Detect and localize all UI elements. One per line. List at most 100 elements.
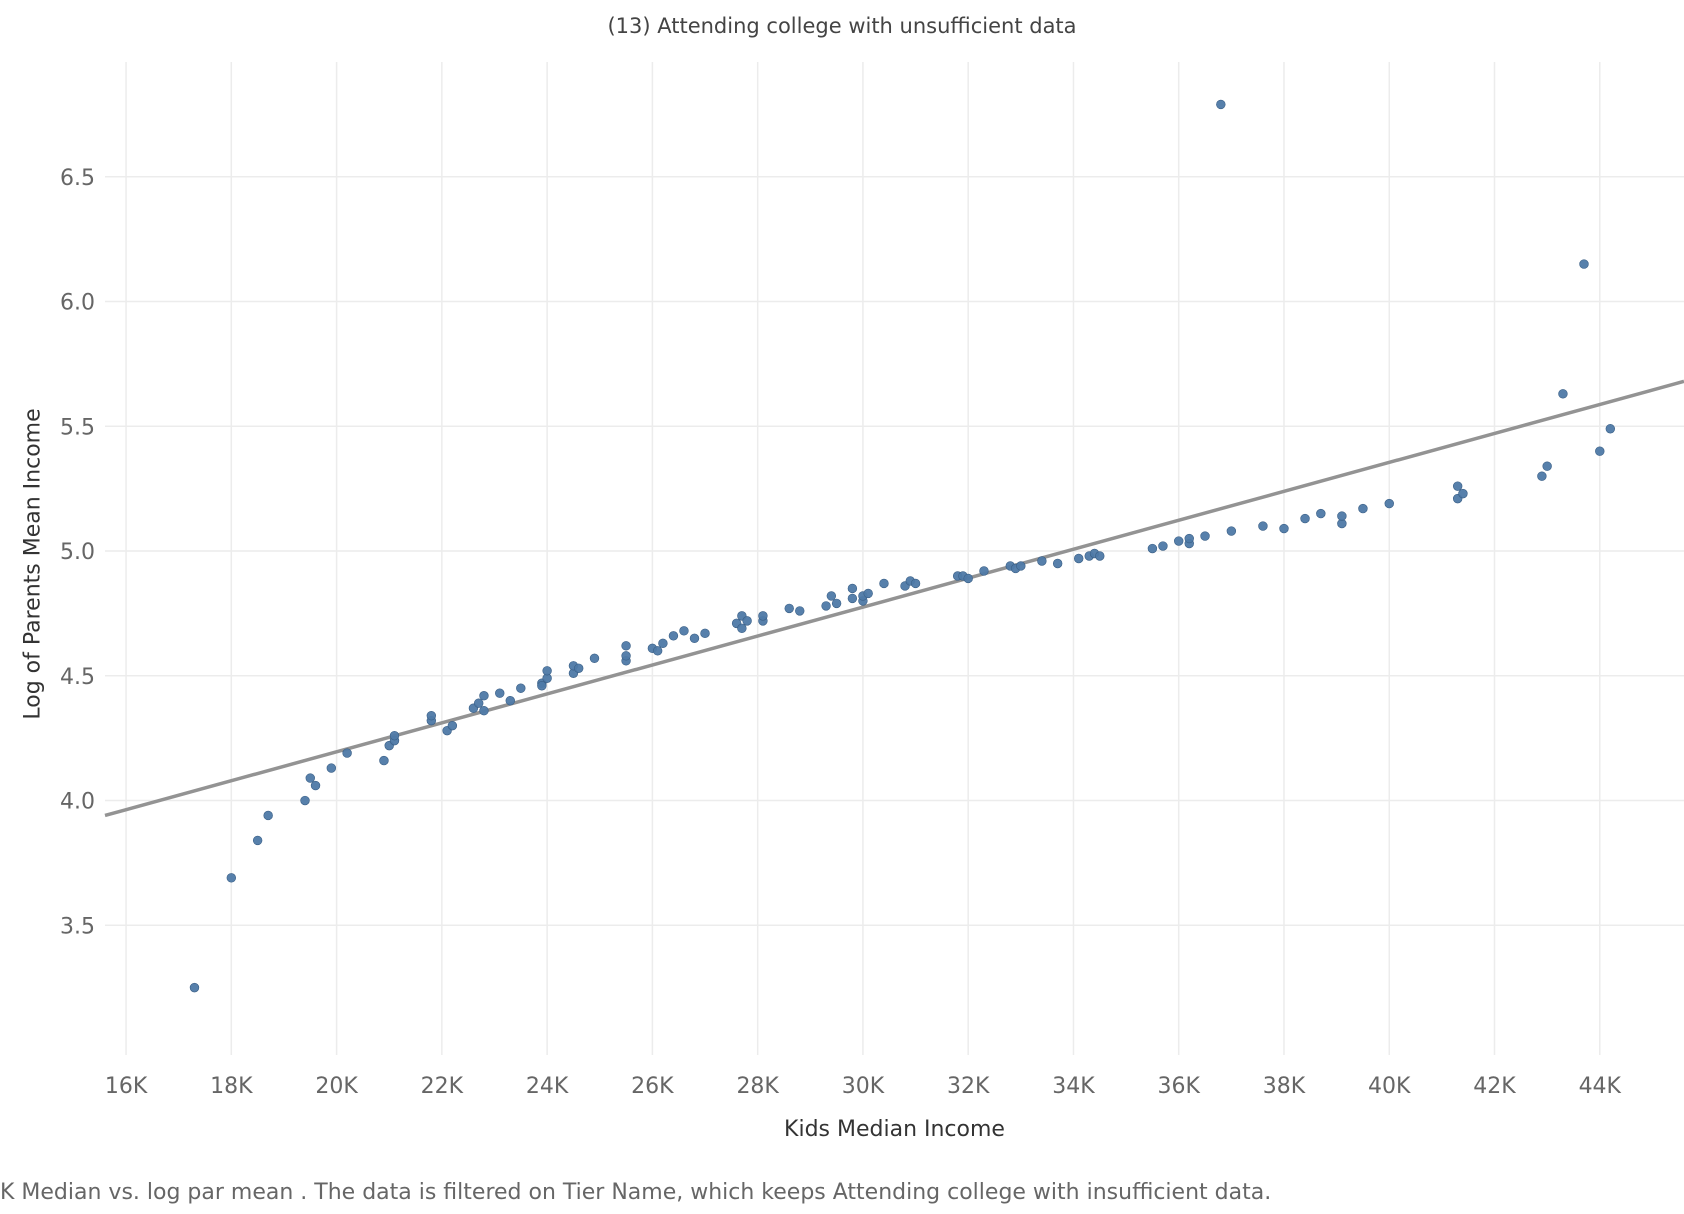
data-point bbox=[963, 573, 973, 584]
x-tick-label: 20K bbox=[315, 1074, 358, 1099]
data-point bbox=[1542, 461, 1552, 471]
data-point bbox=[847, 583, 858, 594]
data-point bbox=[1537, 471, 1547, 481]
data-point bbox=[479, 705, 489, 716]
data-point bbox=[831, 598, 842, 609]
data-point bbox=[305, 773, 315, 783]
x-tick-label: 32K bbox=[947, 1074, 990, 1099]
data-point bbox=[1458, 488, 1468, 499]
y-tick-label: 4.0 bbox=[60, 790, 95, 815]
data-point bbox=[679, 626, 689, 636]
data-point bbox=[1184, 533, 1194, 544]
data-point bbox=[879, 578, 889, 589]
data-point bbox=[589, 653, 600, 663]
data-point bbox=[826, 591, 837, 601]
x-tick-label: 24K bbox=[526, 1074, 569, 1099]
data-point bbox=[821, 601, 831, 611]
data-point bbox=[1316, 508, 1326, 519]
data-point bbox=[263, 810, 273, 821]
data-point bbox=[621, 641, 631, 651]
data-point bbox=[784, 603, 794, 614]
data-point bbox=[689, 633, 700, 644]
data-point bbox=[379, 755, 389, 766]
x-tick-label: 36K bbox=[1158, 1074, 1201, 1099]
data-point bbox=[1558, 389, 1568, 399]
data-point bbox=[652, 646, 663, 656]
data-point bbox=[795, 606, 805, 616]
y-tick-label: 6.5 bbox=[60, 166, 95, 191]
data-point bbox=[863, 588, 873, 599]
data-point bbox=[226, 873, 237, 883]
data-point bbox=[621, 651, 631, 661]
data-point bbox=[1226, 526, 1237, 536]
data-point bbox=[742, 616, 752, 626]
x-tick-label: 42K bbox=[1473, 1074, 1516, 1099]
data-point bbox=[1074, 553, 1084, 564]
chart-title: (13) Attending college with unsufficient… bbox=[607, 14, 1077, 38]
data-point bbox=[668, 631, 679, 641]
data-point bbox=[326, 763, 337, 773]
x-tick-label: 34K bbox=[1052, 1074, 1095, 1099]
data-point bbox=[389, 730, 400, 741]
data-point bbox=[447, 720, 458, 731]
x-tick-label: 30K bbox=[842, 1074, 885, 1099]
data-point bbox=[573, 663, 584, 673]
x-axis-label: Kids Median Income bbox=[784, 1117, 1005, 1142]
data-point bbox=[1300, 513, 1310, 524]
data-point bbox=[479, 691, 489, 701]
x-tick-label: 40K bbox=[1368, 1074, 1411, 1099]
trend-line bbox=[104, 379, 1684, 818]
data-point bbox=[1595, 446, 1605, 456]
data-point bbox=[1158, 541, 1168, 551]
x-tick-label: 38K bbox=[1263, 1074, 1306, 1099]
data-point bbox=[495, 688, 505, 698]
y-tick-label: 6.0 bbox=[60, 291, 95, 316]
data-point bbox=[1216, 99, 1226, 110]
data-point bbox=[1279, 523, 1289, 534]
chart-caption: K Median vs. log par mean . The data is … bbox=[0, 1180, 1272, 1205]
data-point bbox=[737, 623, 747, 634]
data-point bbox=[910, 578, 921, 589]
data-point bbox=[252, 835, 263, 846]
data-point bbox=[1037, 556, 1047, 566]
x-tick-label: 18K bbox=[210, 1074, 253, 1099]
data-point bbox=[847, 593, 858, 604]
data-point bbox=[1147, 543, 1158, 554]
data-point bbox=[758, 611, 768, 621]
data-point bbox=[516, 683, 526, 693]
data-point bbox=[1452, 481, 1463, 491]
y-axis-label: Log of Parents Mean Income bbox=[20, 408, 46, 720]
data-point bbox=[1384, 498, 1394, 509]
data-point bbox=[658, 638, 668, 649]
data-point bbox=[342, 748, 352, 758]
data-point bbox=[505, 696, 515, 706]
data-point bbox=[1095, 551, 1105, 561]
data-point bbox=[1016, 561, 1026, 571]
data-point bbox=[189, 982, 200, 993]
x-tick-label: 26K bbox=[631, 1074, 674, 1099]
y-tick-label: 5.5 bbox=[60, 415, 95, 440]
y-tick-label: 5.0 bbox=[60, 540, 95, 565]
data-point bbox=[1200, 531, 1210, 541]
data-point bbox=[542, 666, 552, 676]
x-tick-label: 44K bbox=[1579, 1074, 1622, 1099]
data-point bbox=[310, 780, 321, 791]
data-point bbox=[1579, 259, 1589, 269]
data-point bbox=[1337, 511, 1347, 521]
data-point bbox=[1358, 503, 1368, 514]
y-tick-label: 3.5 bbox=[60, 914, 95, 939]
x-tick-label: 22K bbox=[421, 1074, 464, 1099]
data-point bbox=[537, 681, 547, 691]
y-tick-label: 4.5 bbox=[60, 665, 95, 690]
data-point bbox=[1605, 424, 1616, 434]
data-point bbox=[700, 628, 710, 639]
data-point bbox=[1052, 558, 1063, 569]
x-tick-label: 28K bbox=[736, 1074, 779, 1099]
x-tick-label: 16K bbox=[105, 1074, 148, 1099]
data-point bbox=[979, 566, 989, 576]
data-point bbox=[426, 710, 437, 721]
data-point bbox=[300, 795, 310, 806]
data-point bbox=[1174, 536, 1184, 546]
